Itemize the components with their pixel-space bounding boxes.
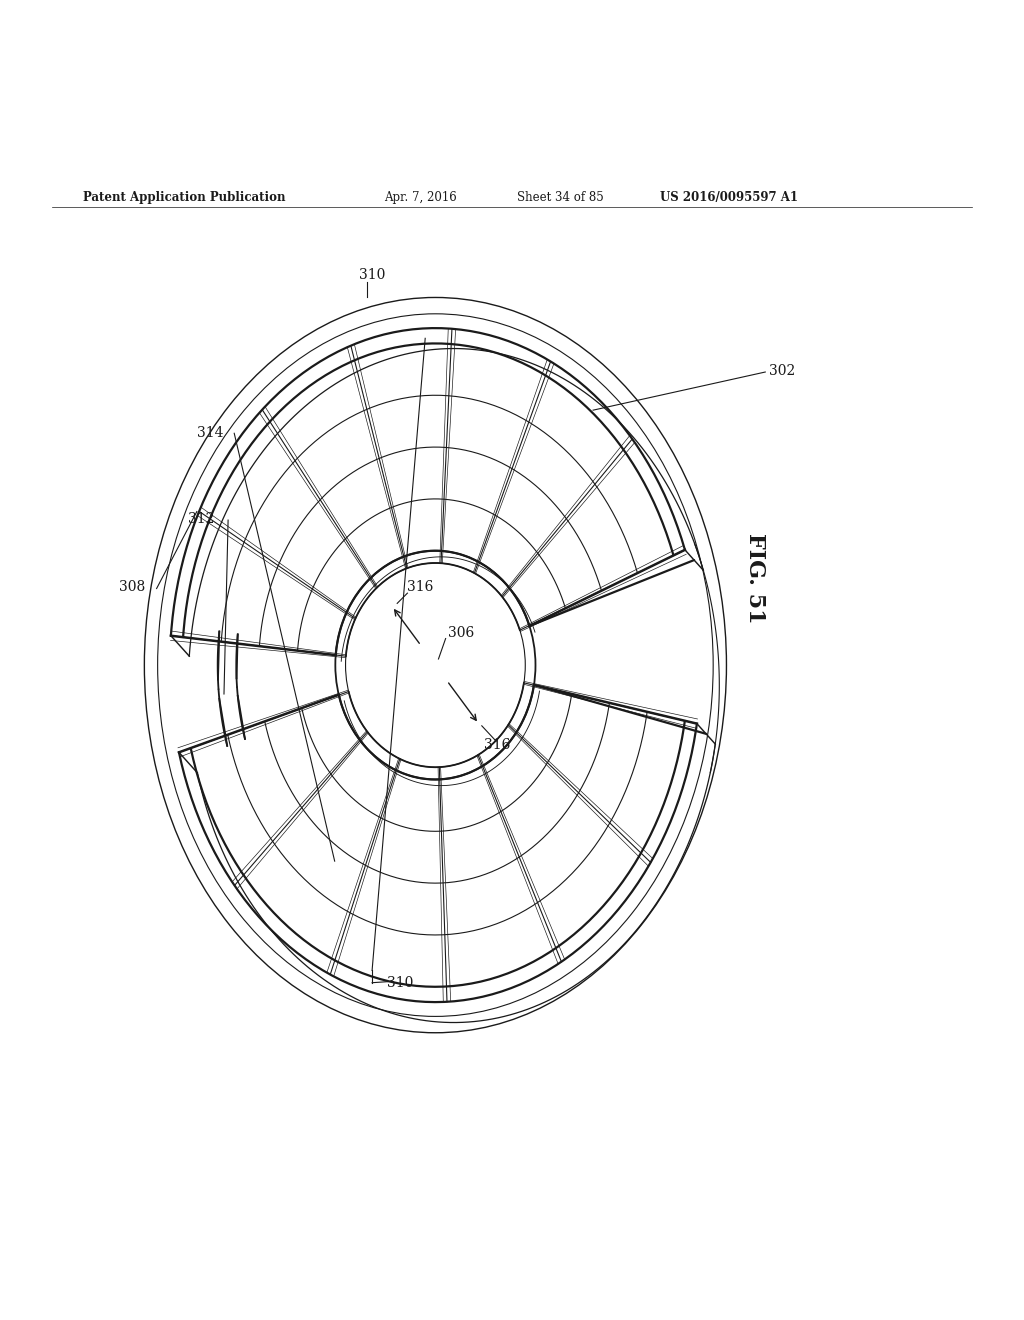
- Text: 314: 314: [198, 426, 224, 441]
- Text: Patent Application Publication: Patent Application Publication: [83, 191, 286, 203]
- Text: Sheet 34 of 85: Sheet 34 of 85: [517, 191, 604, 203]
- Text: 306: 306: [447, 626, 474, 639]
- Text: 310: 310: [387, 975, 414, 990]
- Text: 312: 312: [188, 512, 215, 527]
- Text: 302: 302: [769, 364, 796, 378]
- Text: Apr. 7, 2016: Apr. 7, 2016: [384, 191, 457, 203]
- Text: 308: 308: [119, 579, 145, 594]
- Text: US 2016/0095597 A1: US 2016/0095597 A1: [660, 191, 798, 203]
- Text: 310: 310: [358, 268, 385, 282]
- Text: FIG. 51: FIG. 51: [744, 533, 766, 623]
- Text: 316: 316: [483, 738, 510, 752]
- Text: 316: 316: [408, 579, 434, 594]
